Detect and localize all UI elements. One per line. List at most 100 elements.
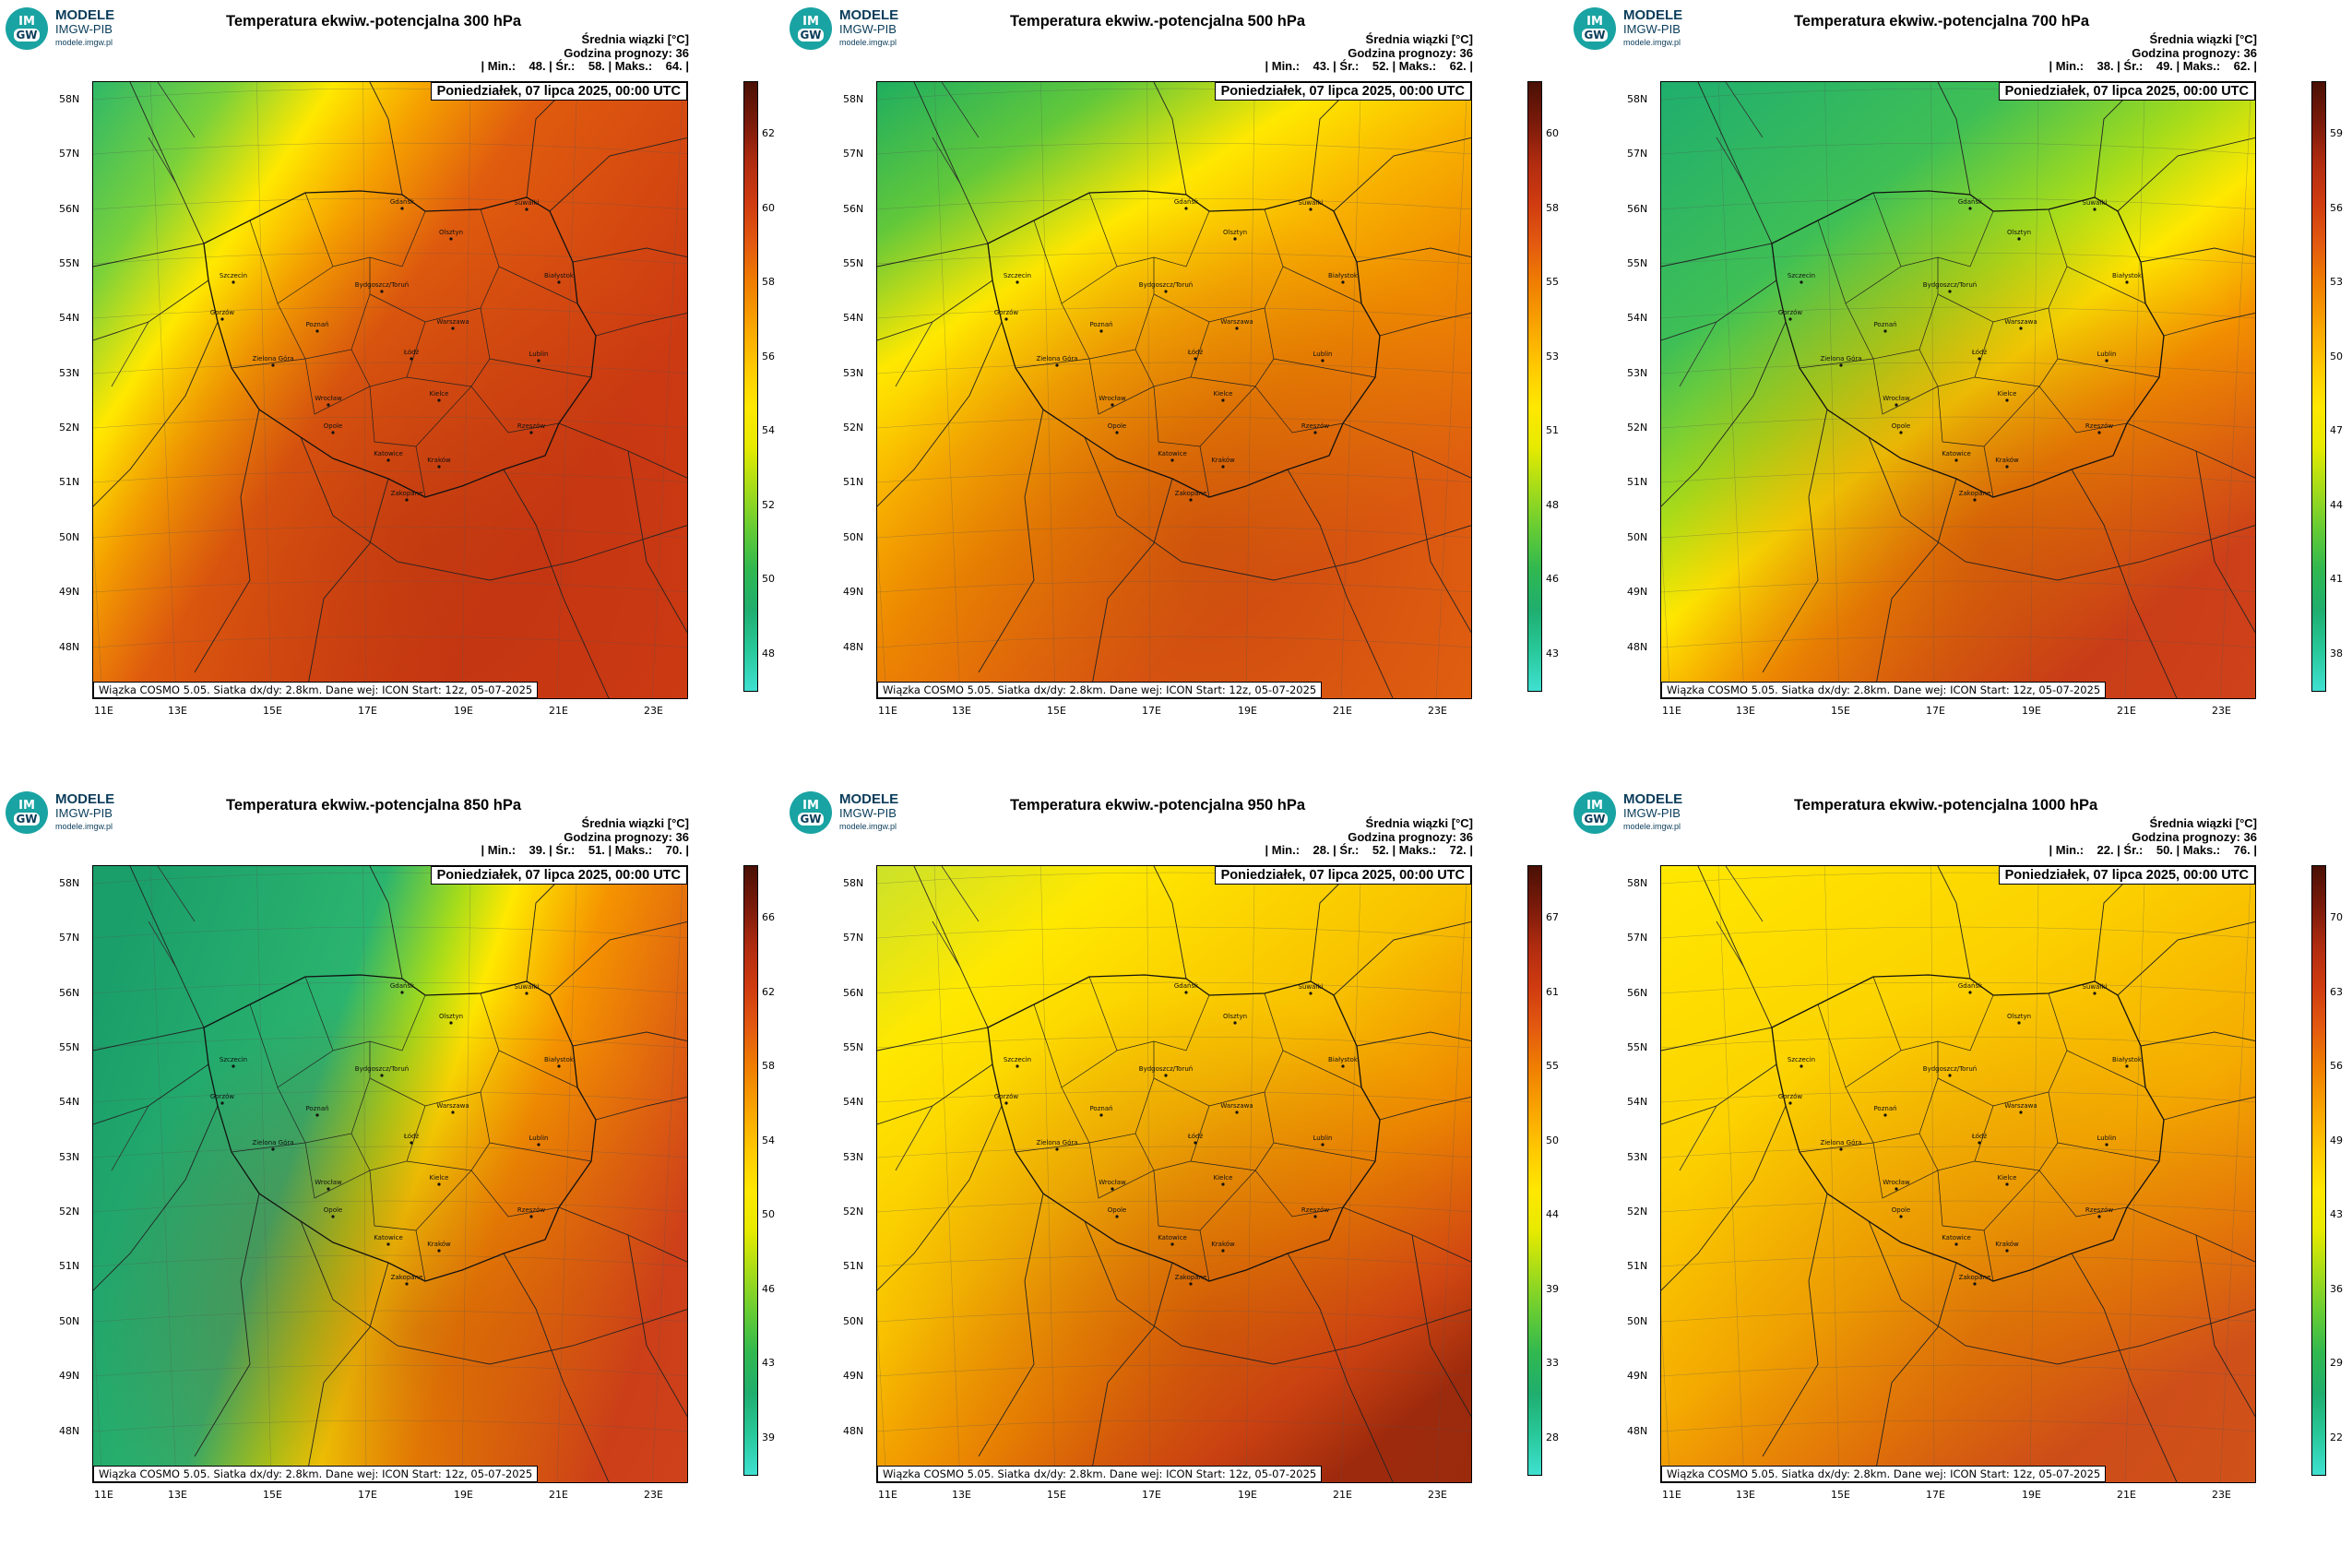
city-marker — [327, 403, 330, 407]
city-marker — [1968, 207, 1972, 210]
longitude-line — [93, 531, 103, 698]
voivodeship-border — [489, 358, 592, 378]
latitude-line — [93, 197, 687, 210]
voivodeship-border — [1153, 386, 1256, 447]
model-footer: Wiązka COSMO 5.05. Siatka dx/dy: 2.8km. … — [1661, 682, 2107, 698]
latitude-label: 56N — [59, 987, 80, 999]
voivodeship-border — [2057, 1142, 2160, 1162]
longitude-label: 23E — [644, 705, 663, 717]
city-marker — [1948, 290, 1952, 293]
latitude-line — [93, 470, 687, 483]
map-panel: IM GW MODELE IMGW-PIB modele.imgw.pl Temperat… — [0, 0, 784, 784]
city-label: Opole — [324, 422, 343, 430]
country-border — [2195, 1234, 2255, 1418]
latitude-label: 56N — [843, 203, 864, 215]
longitude-label: 21E — [1333, 1489, 1352, 1501]
city-marker — [1221, 465, 1225, 469]
city-label: Białystok — [2112, 1056, 2143, 1063]
city-marker — [2005, 1182, 2009, 1186]
longitude-line — [2219, 82, 2252, 698]
longitude-line — [556, 82, 577, 698]
city-label: Suwałki — [1299, 199, 1324, 207]
city-marker — [1800, 280, 1803, 284]
city-marker — [1839, 1147, 1843, 1151]
longitude-label: 13E — [952, 1489, 971, 1501]
city-label: Katowice — [1942, 450, 1971, 457]
city-marker — [2017, 237, 2021, 241]
longitude-label: 21E — [2117, 1489, 2136, 1501]
colorbar — [743, 81, 758, 692]
city-marker — [1055, 1147, 1059, 1151]
latitude-label: 53N — [1627, 367, 1648, 379]
country-border — [2195, 450, 2255, 634]
longitude-line — [1340, 82, 1361, 698]
mean-label: Średnia wiązki [°C] — [1365, 816, 1473, 830]
voivodeship-border — [1282, 1050, 1362, 1088]
voivodeship-border — [1983, 1229, 1994, 1282]
city-marker — [1016, 280, 1019, 284]
logo-line2: IMGW-PIB — [1623, 806, 1681, 820]
longitude-line — [2029, 866, 2039, 1482]
city-label: Opole — [1892, 422, 1911, 430]
latitude-label: 58N — [843, 93, 864, 105]
latitude-line — [1661, 416, 2255, 429]
city-label: Gorzów — [210, 309, 235, 316]
logo-line3: modele.imgw.pl — [839, 822, 897, 831]
panel-title: Temperatura ekwiw.-potencjalna 850 hPa — [226, 797, 522, 814]
longitude-line — [2124, 82, 2145, 698]
city-label: Gdańsk — [1174, 198, 1199, 206]
city-label: Suwałki — [515, 983, 540, 991]
logo-line2: IMGW-PIB — [1623, 22, 1681, 36]
voivodeship-border — [1088, 1142, 1155, 1199]
voivodeship-border — [1918, 321, 1994, 387]
logo-line1: MODELE — [55, 7, 115, 23]
country-border — [93, 243, 205, 267]
latitude-label: 54N — [59, 312, 80, 324]
city-label: Szczecin — [1788, 1056, 1815, 1063]
forecast-label: Godzina prognozy: 36 — [2132, 829, 2257, 844]
latitude-label: 56N — [59, 203, 80, 215]
voivodeship-border — [2066, 1050, 2146, 1088]
forecast-label: Godzina prognozy: 36 — [1348, 45, 1473, 60]
longitude-label: 17E — [1926, 705, 1945, 717]
country-border — [2117, 921, 2255, 996]
valid-date: Poniedziałek, 07 lipca 2025, 00:00 UTC — [1998, 82, 2255, 101]
colorbar-label: 53 — [2330, 276, 2343, 288]
valid-date: Poniedziałek, 07 lipca 2025, 00:00 UTC — [1214, 82, 1471, 101]
city-marker — [1235, 327, 1239, 330]
longitude-line — [1930, 866, 1935, 1482]
longitude-label: 23E — [2212, 1489, 2231, 1501]
country-border — [300, 1220, 687, 1365]
longitude-line — [1717, 82, 1745, 698]
voivodeship-border — [1153, 1170, 1256, 1231]
city-label: Poznań — [1089, 321, 1112, 328]
country-border — [595, 312, 687, 337]
imgw-logo: IM GW MODELE IMGW-PIB modele.imgw.pl — [1574, 791, 1740, 836]
latitude-line — [93, 252, 687, 265]
city-label: Łódź — [403, 349, 420, 356]
voivodeship-border — [470, 1170, 560, 1218]
city-marker — [1321, 1143, 1324, 1146]
colorbar-label: 66 — [762, 911, 775, 923]
city-marker — [1170, 1242, 1174, 1246]
voivodeship-border — [1134, 1105, 1210, 1171]
country-border — [1661, 243, 1773, 267]
country-border — [300, 436, 687, 581]
city-marker — [437, 465, 441, 469]
latitude-label: 54N — [1627, 312, 1648, 324]
country-border — [93, 1027, 205, 1051]
city-label: Kielce — [1998, 1174, 2017, 1182]
voivodeship-border — [1918, 1105, 1994, 1171]
city-label: Kraków — [1211, 1241, 1235, 1248]
voivodeship-border — [369, 1170, 472, 1231]
latitude-label: 48N — [843, 1425, 864, 1437]
latitude-line — [1661, 526, 2255, 539]
city-label: Olsztyn — [439, 1013, 463, 1020]
city-label: Zielona Góra — [1036, 1139, 1077, 1146]
coastline — [895, 82, 980, 387]
city-label: Warszawa — [1220, 1102, 1253, 1110]
longitude-line — [1040, 82, 1056, 698]
longitude-label: 11E — [878, 1489, 897, 1501]
city-label: Suwałki — [2083, 983, 2108, 991]
city-label: Zakopane — [1959, 490, 1991, 497]
